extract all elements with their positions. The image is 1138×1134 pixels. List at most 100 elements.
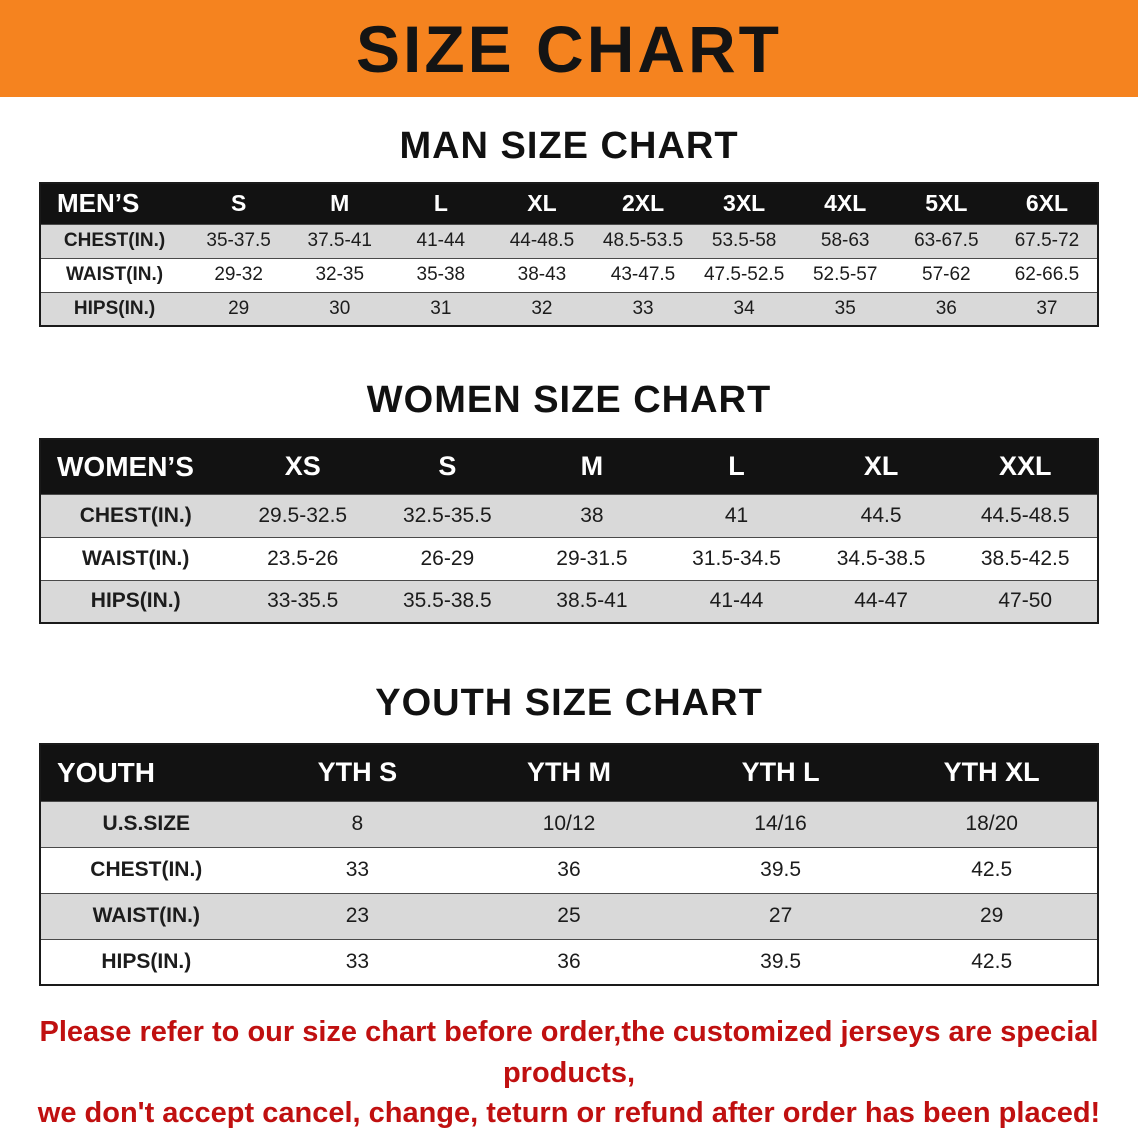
- measurement-value-cell: 48.5-53.5: [602, 230, 684, 251]
- size-column-header: XS: [230, 439, 376, 494]
- measurement-label-cell: CHEST(IN.): [90, 858, 203, 881]
- women-size-table: WOMEN’S XS S M L XL XXL CHEST(IN.) 29.5-32.5 32.5…: [39, 438, 1099, 624]
- table-row: CHEST(IN.) 33 36 39.5 42.5: [40, 847, 1098, 893]
- disclaimer: Please refer to our size chart before or…: [0, 1012, 1138, 1134]
- size-column-header: M: [289, 183, 391, 224]
- table-row: HIPS(IN.) 33-35.5 35.5-38.5 38.5-41 41-44 44-…: [40, 580, 1098, 623]
- measurement-value-cell: 35.5-38.5: [402, 589, 492, 613]
- size-column-header: 5XL: [895, 183, 997, 224]
- measurement-value-cell: 39.5: [760, 858, 802, 881]
- measurement-value-cell: 8: [351, 812, 364, 835]
- size-column-header: 4XL: [794, 183, 896, 224]
- size-column-header: M: [519, 439, 665, 494]
- measurement-value-cell: 29: [228, 297, 250, 319]
- measurement-value-cell: 44.5: [860, 503, 902, 527]
- table-header-row: YOUTH YTH S YTH M YTH L YTH XL: [40, 744, 1098, 801]
- measurement-value-cell: 42.5: [971, 949, 1013, 973]
- measurement-value-cell: 33: [632, 297, 654, 319]
- measurement-value-cell: 31.5-34.5: [692, 546, 781, 570]
- table-row: WAIST(IN.) 29-32 32-35 35-38 38-43 43-47.5 47.…: [40, 258, 1098, 292]
- size-column-header: 2XL: [592, 183, 694, 224]
- measurement-value-cell: 26-29: [420, 546, 475, 570]
- size-column-header: YTH S: [251, 744, 464, 801]
- measurement-label-cell: WAIST(IN.): [92, 904, 200, 927]
- measurement-value-cell: 38: [580, 503, 604, 527]
- measurement-value-cell: 47.5-52.5: [703, 264, 785, 285]
- measurement-value-cell: 53.5-58: [711, 230, 777, 251]
- table-row: WAIST(IN.) 23 25 27 29: [40, 893, 1098, 939]
- measurement-value-cell: 14/16: [754, 812, 807, 835]
- measurement-value-cell: 57-62: [922, 264, 971, 285]
- disclaimer-line-1: Please refer to our size chart before or…: [39, 1016, 1099, 1089]
- measurement-value-cell: 32: [531, 297, 553, 319]
- measurement-value-cell: 29-31.5: [556, 546, 628, 570]
- measurement-value-cell: 25: [557, 904, 581, 927]
- men-size-table: MEN’S S M L XL 2XL 3XL 4XL 5XL 6XL CHEST(IN.) 35-37…: [39, 182, 1099, 327]
- measurement-value-cell: 62-66.5: [1014, 264, 1080, 285]
- table-title-cell: YOUTH: [40, 744, 252, 801]
- measurement-value-cell: 10/12: [542, 812, 596, 835]
- youth-section-heading: YOUTH SIZE CHART: [375, 682, 763, 724]
- table-row: CHEST(IN.) 29.5-32.5 32.5-35.5 38 41 44.5 44.5…: [40, 494, 1098, 537]
- measurement-value-cell: 27: [768, 904, 793, 927]
- measurement-value-cell: 52.5-57: [812, 264, 878, 285]
- measurement-value-cell: 30: [329, 297, 351, 319]
- measurement-label-cell: HIPS(IN.): [101, 949, 192, 973]
- measurement-value-cell: 31: [430, 297, 452, 319]
- measurement-value-cell: 33: [345, 949, 370, 973]
- measurement-value-cell: 42.5: [971, 858, 1013, 881]
- measurement-value-cell: 41: [724, 503, 749, 527]
- measurement-label-cell: WAIST(IN.): [82, 546, 190, 570]
- measurement-value-cell: 36: [557, 949, 581, 973]
- measurement-value-cell: 29.5-32.5: [258, 503, 348, 527]
- size-column-header: XL: [808, 439, 954, 494]
- men-section-heading: MAN SIZE CHART: [399, 125, 739, 167]
- measurement-value-cell: 37.5-41: [307, 230, 372, 251]
- page-title: SIZE CHART: [356, 11, 782, 86]
- measurement-value-cell: 67.5-72: [1014, 230, 1080, 251]
- measurement-label-cell: CHEST(IN.): [63, 230, 166, 251]
- size-column-header: S: [188, 183, 290, 224]
- measurement-value-cell: 44-48.5: [509, 230, 575, 251]
- measurement-value-cell: 41-44: [709, 589, 764, 613]
- disclaimer-line-2: we don't accept cancel, change, teturn o…: [37, 1097, 1101, 1130]
- table-row: CHEST(IN.) 35-37.5 37.5-41 41-44 44-48.5 48.5…: [40, 224, 1098, 258]
- measurement-value-cell: 39.5: [760, 949, 802, 973]
- measurement-value-cell: 58-63: [820, 230, 870, 251]
- measurement-value-cell: 23: [345, 904, 370, 927]
- measurement-value-cell: 35: [834, 297, 856, 319]
- measurement-label-cell: CHEST(IN.): [79, 503, 192, 527]
- measurement-value-cell: 36: [557, 858, 581, 881]
- measurement-label-cell: WAIST(IN.): [66, 264, 164, 285]
- measurement-value-cell: 33-35.5: [267, 589, 339, 613]
- size-column-header: S: [375, 439, 520, 494]
- size-column-header: L: [664, 439, 809, 494]
- size-column-header: 3XL: [693, 183, 795, 224]
- measurement-value-cell: 29: [980, 904, 1004, 927]
- table-row: U.S.SIZE 8 10/12 14/16 18/20: [40, 801, 1098, 847]
- measurement-value-cell: 41-44: [416, 230, 466, 251]
- measurement-value-cell: 35-37.5: [206, 230, 271, 251]
- table-row: HIPS(IN.) 33 36 39.5 42.5: [40, 939, 1098, 985]
- table-header-row: WOMEN’S XS S M L XL XXL: [40, 439, 1098, 494]
- measurement-value-cell: 35-38: [416, 264, 466, 285]
- measurement-value-cell: 47-50: [998, 589, 1053, 613]
- table-title-cell: MEN’S: [40, 183, 189, 224]
- measurement-label-cell: HIPS(IN.): [90, 589, 181, 613]
- measurement-value-cell: 23.5-26: [267, 546, 339, 570]
- size-column-header: YTH M: [463, 744, 675, 801]
- measurement-value-cell: 44-47: [854, 589, 908, 613]
- measurement-value-cell: 32.5-35.5: [402, 503, 492, 527]
- table-row: HIPS(IN.) 29 30 31 32 33 34 35 36 37: [40, 292, 1098, 326]
- size-column-header: YTH XL: [886, 744, 1098, 801]
- measurement-value-cell: 38-43: [517, 264, 567, 285]
- measurement-value-cell: 37: [1036, 297, 1058, 319]
- measurement-label-cell: U.S.SIZE: [102, 812, 191, 835]
- youth-size-table: YOUTH YTH S YTH M YTH L YTH XL U.S.SIZE 8 10/12…: [39, 743, 1099, 986]
- table-title-cell: WOMEN’S: [40, 439, 231, 494]
- measurement-value-cell: 38.5-41: [556, 589, 628, 613]
- size-column-header: XL: [491, 183, 593, 224]
- measurement-value-cell: 63-67.5: [914, 230, 979, 251]
- measurement-value-cell: 43-47.5: [610, 264, 676, 285]
- measurement-label-cell: HIPS(IN.): [73, 297, 156, 319]
